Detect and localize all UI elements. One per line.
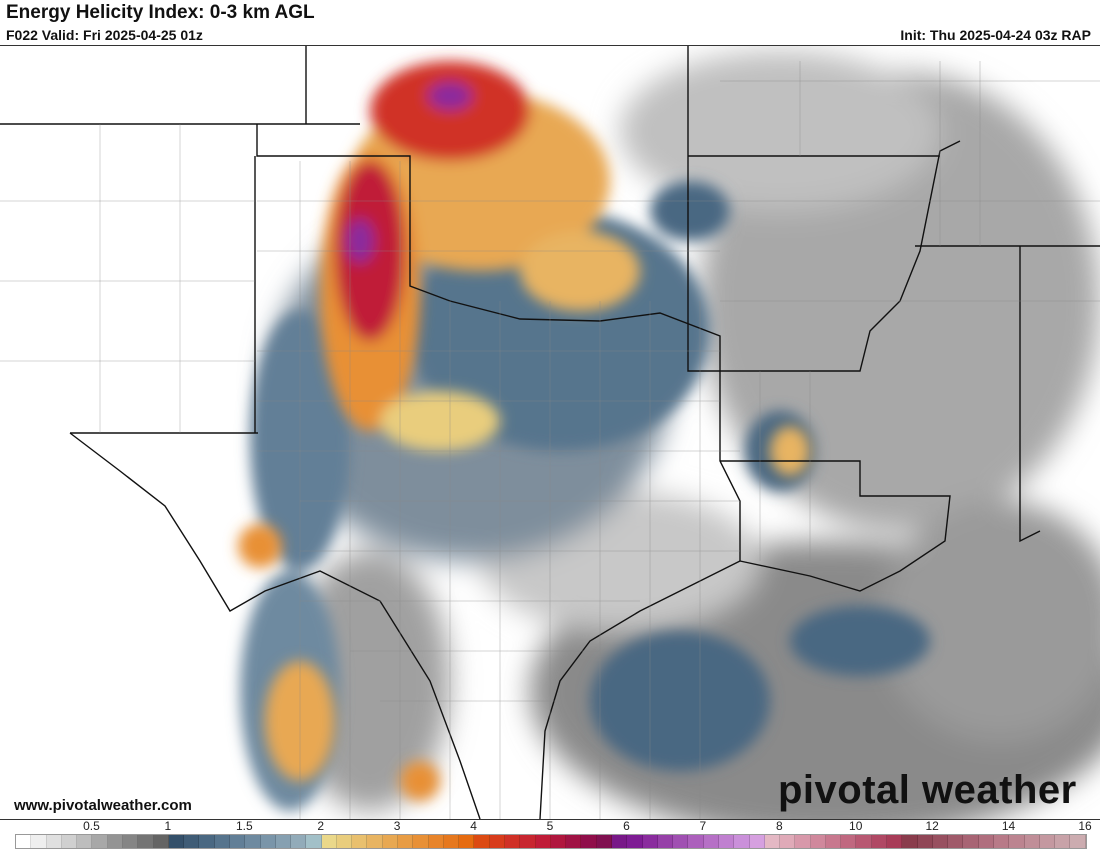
colorbar-tick-label: 0.5 — [83, 819, 100, 833]
colorbar-tick-label: 14 — [1001, 819, 1016, 833]
colorbar-swatch — [122, 835, 139, 848]
colorbar-swatch — [474, 835, 490, 848]
colorbar-swatch — [978, 835, 994, 848]
colorbar-swatch — [1009, 835, 1025, 848]
colorbar-swatch — [31, 835, 47, 848]
colorbar-swatch — [184, 835, 200, 848]
colorbar-swatch — [336, 835, 353, 848]
colorbar-swatch — [703, 835, 719, 848]
colorbar-tick-label: 2 — [317, 819, 325, 833]
colorbar-swatch — [871, 835, 888, 848]
colorbar-swatch — [199, 835, 215, 848]
colorbar-tick-label: 4 — [470, 819, 477, 833]
colorbar-tick-label: 6 — [623, 819, 630, 833]
colorbar-swatch — [505, 835, 521, 848]
map-title: Energy Helicity Index: 0-3 km AGL — [6, 2, 315, 23]
colorbar-tick-label: 1.5 — [235, 819, 253, 833]
colorbar-swatch — [566, 835, 582, 848]
colorbar-tick-label: 1 — [164, 819, 172, 833]
colorbar-swatch — [520, 835, 536, 848]
colorbar-swatch — [291, 835, 307, 848]
colorbar-swatch — [1039, 835, 1056, 848]
map-svg — [0, 46, 1100, 819]
colorbar-swatch — [657, 835, 674, 848]
colorbar-swatch — [810, 835, 826, 848]
colorbar-swatch — [229, 835, 246, 848]
init-time: Init: Thu 2025-04-24 03z RAP — [900, 27, 1091, 43]
warm-field — [238, 61, 810, 801]
colorbar-swatch — [214, 835, 230, 848]
colorbar-swatch — [352, 835, 368, 848]
colorbar-swatch — [764, 835, 781, 848]
colorbar-swatch — [168, 835, 185, 848]
colorbar-swatch — [61, 835, 78, 848]
colorbar-swatch — [306, 835, 322, 848]
colorbar-swatch — [398, 835, 414, 848]
pivotal-weather-logo: pivotal weather — [778, 768, 1077, 812]
colorbar-swatch — [77, 835, 93, 848]
colorbar-tick-label: 12 — [925, 819, 939, 833]
colorbar-swatch — [749, 835, 765, 848]
colorbar-swatch — [550, 835, 567, 848]
colorbar-swatch — [489, 835, 505, 848]
colorbar-swatch — [963, 835, 979, 848]
colorbar-swatch — [887, 835, 903, 848]
colorbar-tick-label: 5 — [546, 819, 554, 833]
colorbar-swatch — [994, 835, 1010, 848]
colorbar-swatch — [856, 835, 872, 848]
colorbar-swatch — [92, 835, 108, 848]
colorbar-swatch — [688, 835, 704, 848]
colorbar-swatch — [367, 835, 383, 848]
colorbar-swatch — [841, 835, 857, 848]
colorbar-swatch — [275, 835, 292, 848]
colorbar-tick-label: 3 — [393, 819, 401, 833]
colorbar-swatch — [443, 835, 460, 848]
colorbar-swatch — [46, 835, 62, 848]
colorbar-tick-label: 7 — [699, 819, 707, 833]
colorbar-swatch — [535, 835, 551, 848]
weather-map[interactable] — [0, 45, 1100, 820]
website-watermark: www.pivotalweather.com — [14, 797, 192, 814]
colorbar-tick-label: 10 — [849, 819, 863, 833]
colorbar-swatch — [734, 835, 750, 848]
county-lines — [0, 61, 1100, 819]
colorbar-swatch — [611, 835, 628, 848]
colorbar-swatch — [825, 835, 842, 848]
colorbar-swatch — [581, 835, 597, 848]
colorbar-swatch — [138, 835, 154, 848]
colorbar-swatch — [642, 835, 658, 848]
colorbar-swatch — [459, 835, 475, 848]
colorbar-swatch — [780, 835, 796, 848]
colorbar-swatch — [321, 835, 337, 848]
colorbar — [15, 834, 1087, 849]
colorbar-swatch — [1024, 835, 1040, 848]
colorbar-swatch — [153, 835, 169, 848]
colorbar-swatch — [902, 835, 918, 848]
colorbar-swatch — [382, 835, 399, 848]
colorbar-labels: 0.5 1 1.5 2 3 4 5 6 7 8 10 12 14 16 — [0, 819, 1100, 833]
colorbar-swatch — [917, 835, 933, 848]
colorbar-swatch — [16, 835, 32, 848]
colorbar-swatch — [413, 835, 429, 848]
colorbar-swatch — [1055, 835, 1071, 848]
colorbar-swatch — [718, 835, 735, 848]
colorbar-swatch — [932, 835, 949, 848]
colorbar-tick-label: 8 — [775, 819, 783, 833]
colorbar-swatch — [428, 835, 444, 848]
colorbar-swatch — [596, 835, 612, 848]
colorbar-swatch — [627, 835, 643, 848]
colorbar-swatch — [948, 835, 964, 848]
colorbar-tick-label: 16 — [1078, 819, 1092, 833]
colorbar-swatch — [260, 835, 276, 848]
colorbar-swatch — [795, 835, 811, 848]
colorbar-swatch — [245, 835, 261, 848]
colorbar-swatch — [107, 835, 123, 848]
colorbar-swatch — [1070, 835, 1086, 848]
colorbar-swatch — [673, 835, 689, 848]
valid-time: F022 Valid: Fri 2025-04-25 01z — [6, 27, 203, 43]
